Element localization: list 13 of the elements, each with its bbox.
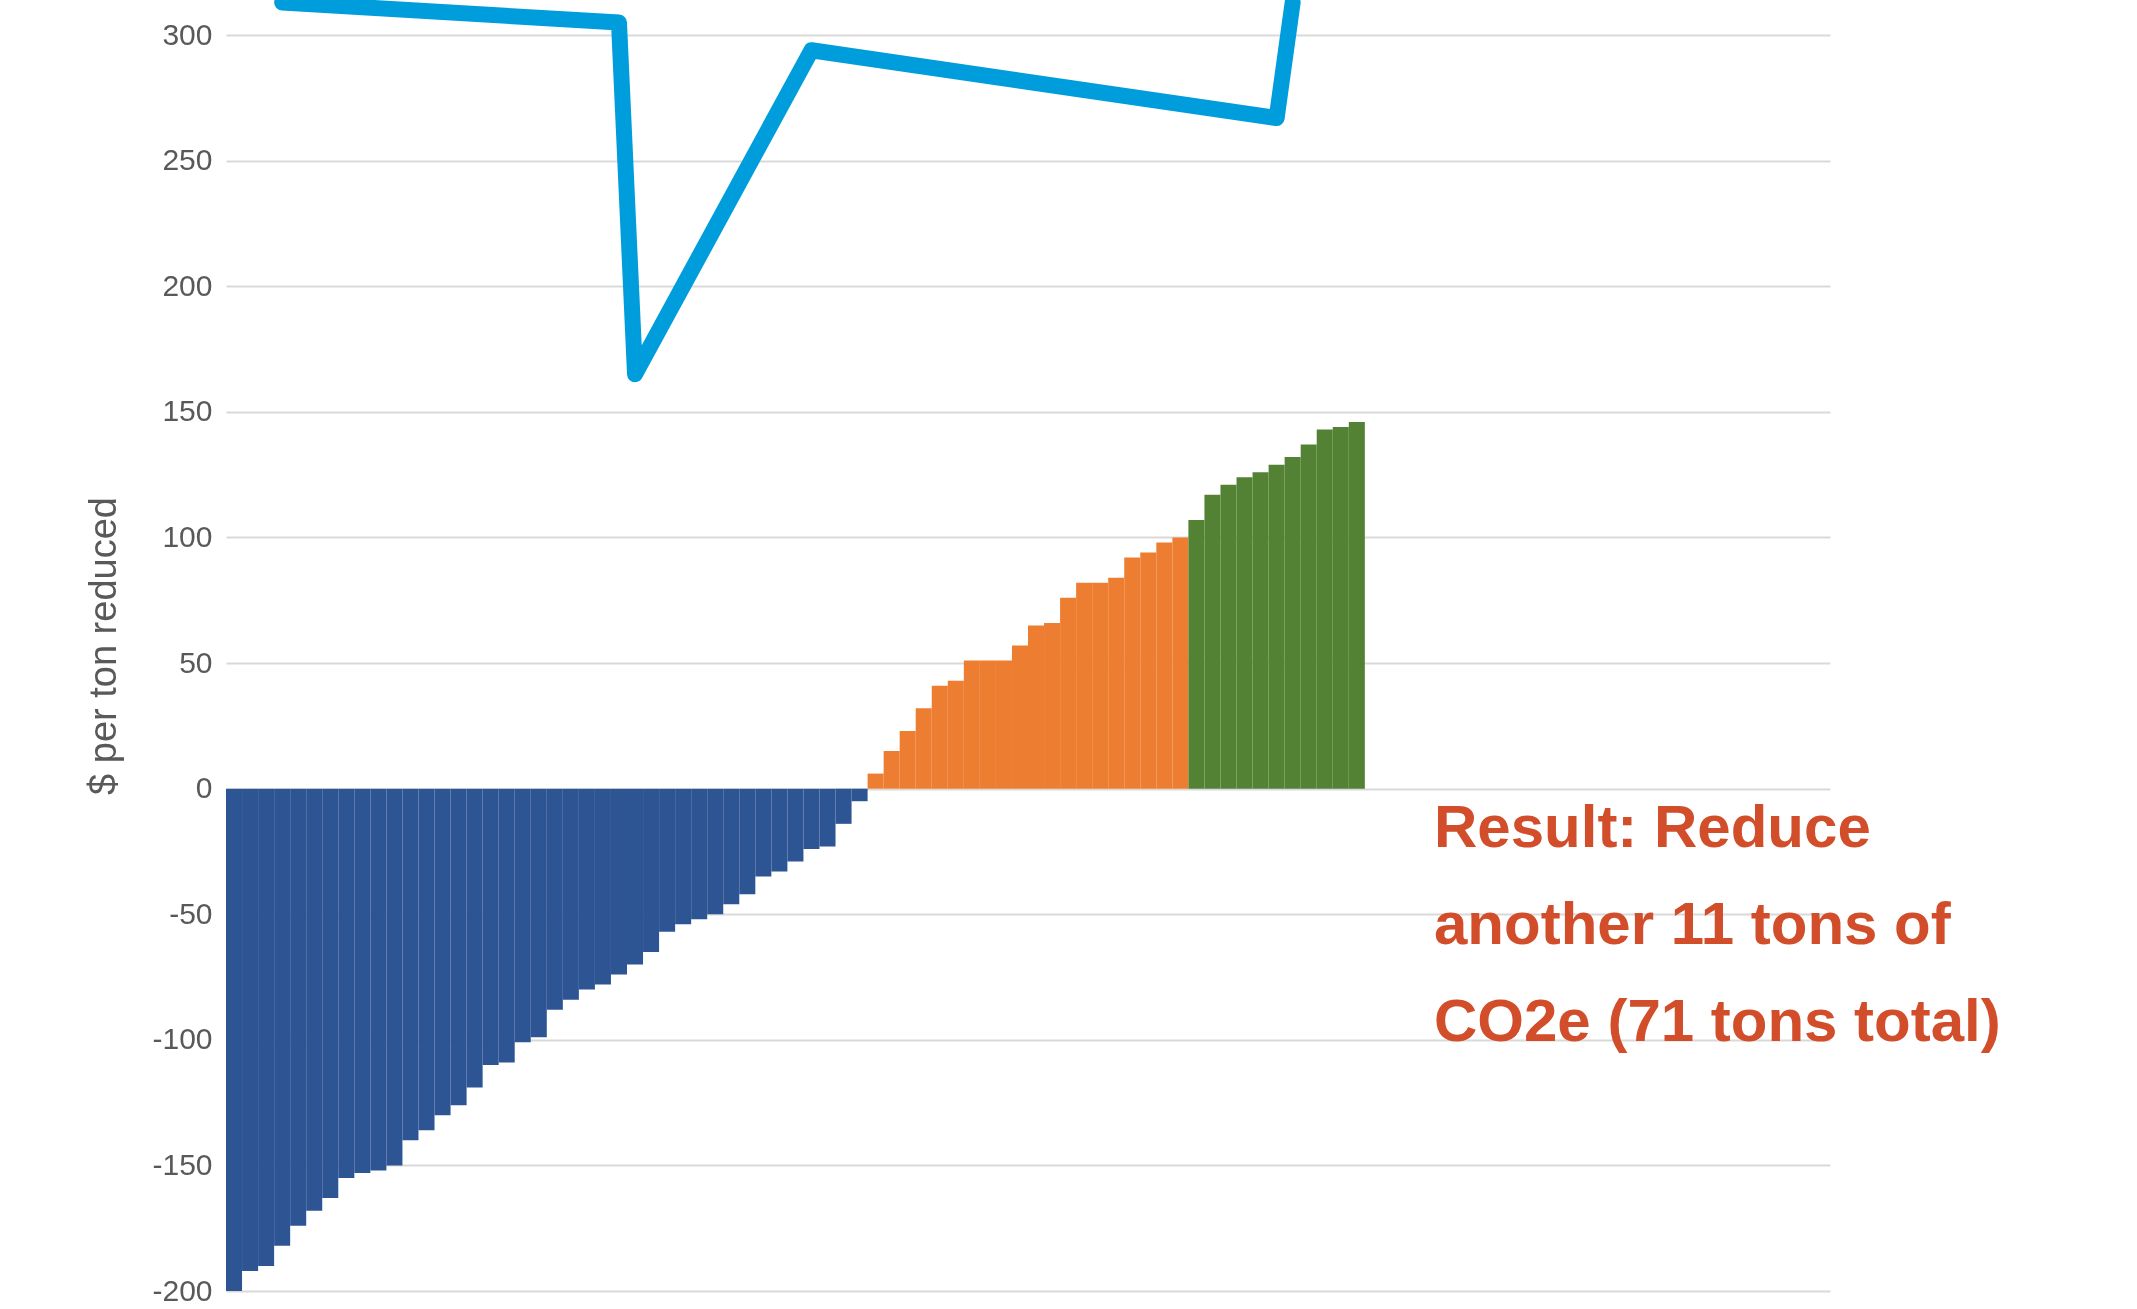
y-tick-label: 200 [162,268,213,302]
y-tick-label: 0 [195,771,213,805]
annotation: Result: Reduce another 11 tons of CO2e (71 tons total) [1434,793,2001,1054]
y-tick-label: -50 [169,896,213,930]
y-tick-label: 250 [162,143,213,177]
y-tick-label: 150 [162,394,213,428]
y-tick-label: -100 [152,1022,213,1056]
y-tick-label: 300 [162,17,213,51]
y-tick-label: 100 [162,520,213,553]
y-axis-title: $ per ton reduced [82,497,125,795]
y-tick-label: -200 [152,1273,213,1307]
y-tick-label: 50 [179,645,213,679]
y-tick-label: -150 [152,1147,213,1181]
